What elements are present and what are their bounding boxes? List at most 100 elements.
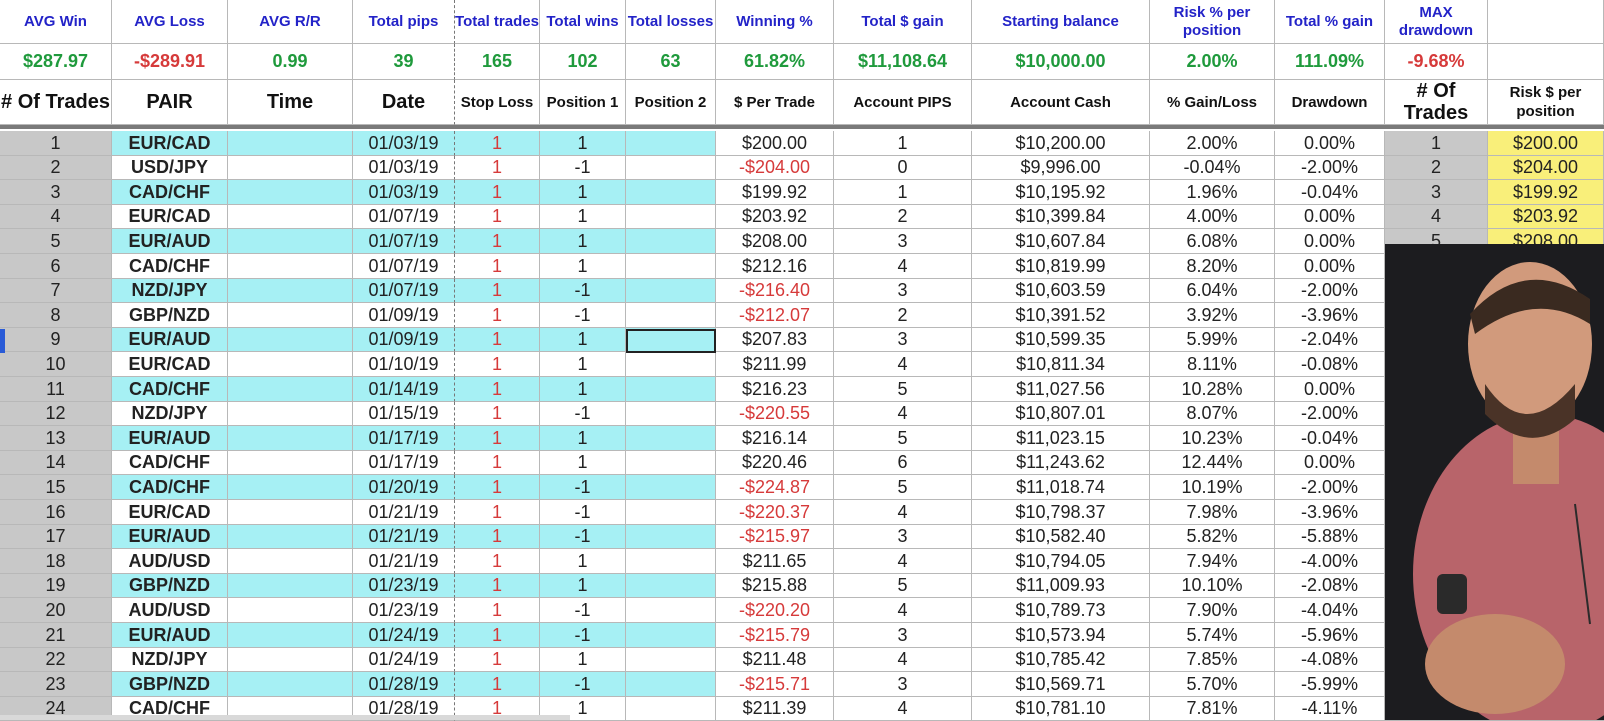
cell-time[interactable] — [228, 500, 353, 525]
cell-dollar-per-trade[interactable]: $207.83 — [716, 328, 834, 352]
column-header-of-trades[interactable]: # Of Trades — [0, 80, 112, 125]
cell-date[interactable]: 01/23/19 — [353, 574, 455, 598]
cell-position-1[interactable]: -1 — [540, 623, 626, 648]
cell-position-1[interactable]: -1 — [540, 672, 626, 697]
cell-stop-loss[interactable]: 1 — [455, 451, 540, 475]
cell-account-cash[interactable]: $9,996.00 — [972, 156, 1150, 180]
cell-account-cash[interactable]: $11,027.56 — [972, 377, 1150, 402]
cell-time[interactable] — [228, 525, 353, 549]
cell-dollar-per-trade[interactable]: $211.99 — [716, 352, 834, 377]
cell-stop-loss[interactable]: 1 — [455, 279, 540, 303]
column-header-drawdown[interactable]: Drawdown — [1275, 80, 1385, 125]
cell-dollar-per-trade[interactable]: -$220.20 — [716, 598, 834, 623]
cell-drawdown[interactable]: 0.00% — [1275, 254, 1385, 279]
cell-trade-number[interactable]: 2 — [0, 156, 112, 180]
cell-date[interactable]: 01/07/19 — [353, 279, 455, 303]
cell-drawdown[interactable]: -4.11% — [1275, 697, 1385, 721]
stat-value-risk-per-position[interactable]: 2.00% — [1150, 44, 1275, 80]
cell-account-pips[interactable]: 4 — [834, 254, 972, 279]
cell-position-1[interactable]: -1 — [540, 156, 626, 180]
column-header-per-trade[interactable]: $ Per Trade — [716, 80, 834, 125]
stat-value-winning[interactable]: 61.82% — [716, 44, 834, 80]
cell-position-2[interactable] — [626, 156, 716, 180]
cell-account-pips[interactable]: 5 — [834, 475, 972, 500]
cell-account-cash[interactable]: $10,195.92 — [972, 180, 1150, 205]
cell-pair[interactable]: CAD/CHF — [112, 180, 228, 205]
cell-date[interactable]: 01/07/19 — [353, 254, 455, 279]
cell-time[interactable] — [228, 451, 353, 475]
cell-date[interactable]: 01/09/19 — [353, 303, 455, 328]
cell-percent-gain-loss[interactable]: 8.20% — [1150, 254, 1275, 279]
cell-stop-loss[interactable]: 1 — [455, 549, 540, 574]
cell-stop-loss[interactable]: 1 — [455, 623, 540, 648]
cell-position-2[interactable] — [626, 377, 716, 402]
cell-pair[interactable]: CAD/CHF — [112, 451, 228, 475]
cell-percent-gain-loss[interactable]: 10.28% — [1150, 377, 1275, 402]
cell-account-pips[interactable]: 5 — [834, 377, 972, 402]
cell-account-cash[interactable]: $10,607.84 — [972, 229, 1150, 254]
cell-position-1[interactable]: 1 — [540, 352, 626, 377]
cell-position-1[interactable]: -1 — [540, 598, 626, 623]
cell-time[interactable] — [228, 549, 353, 574]
cell-position-2[interactable] — [626, 574, 716, 598]
stat-value-total-wins[interactable]: 102 — [540, 44, 626, 80]
cell-account-cash[interactable]: $10,807.01 — [972, 402, 1150, 426]
cell-position-2[interactable] — [626, 500, 716, 525]
cell-trade-number[interactable]: 22 — [0, 648, 112, 672]
cell-trade-number[interactable]: 23 — [0, 672, 112, 697]
cell-account-pips[interactable]: 1 — [834, 180, 972, 205]
column-header-risk-per-position[interactable]: Risk $ per position — [1488, 80, 1604, 125]
cell-pair[interactable]: NZD/JPY — [112, 648, 228, 672]
cell-position-2[interactable] — [626, 549, 716, 574]
cell-pair[interactable]: AUD/USD — [112, 598, 228, 623]
cell-trade-number[interactable]: 13 — [0, 426, 112, 451]
cell-position-2[interactable] — [626, 623, 716, 648]
cell-trade-number[interactable]: 1 — [0, 131, 112, 156]
cell-drawdown[interactable]: -5.96% — [1275, 623, 1385, 648]
cell-trade-number[interactable]: 10 — [0, 352, 112, 377]
cell-account-pips[interactable]: 3 — [834, 672, 972, 697]
cell-pair[interactable]: EUR/CAD — [112, 131, 228, 156]
cell-drawdown[interactable]: -4.08% — [1275, 648, 1385, 672]
cell-stop-loss[interactable]: 1 — [455, 525, 540, 549]
cell-pair[interactable]: GBP/NZD — [112, 303, 228, 328]
cell-time[interactable] — [228, 648, 353, 672]
cell-dollar-per-trade[interactable]: $203.92 — [716, 205, 834, 229]
cell-dollar-per-trade[interactable]: -$220.37 — [716, 500, 834, 525]
cell-position-2[interactable] — [626, 254, 716, 279]
cell-position-2[interactable] — [626, 352, 716, 377]
cell-account-cash[interactable]: $10,794.05 — [972, 549, 1150, 574]
blank-cell[interactable] — [1488, 44, 1604, 80]
column-header-account-cash[interactable]: Account Cash — [972, 80, 1150, 125]
stat-value-max-drawdown[interactable]: -9.68% — [1385, 44, 1488, 80]
cell-account-pips[interactable]: 3 — [834, 525, 972, 549]
cell-time[interactable] — [228, 672, 353, 697]
cell-stop-loss[interactable]: 1 — [455, 648, 540, 672]
cell-position-1[interactable]: 1 — [540, 426, 626, 451]
cell-account-pips[interactable]: 5 — [834, 426, 972, 451]
stat-value-avg-win[interactable]: $287.97 — [0, 44, 112, 80]
cell-trade-number[interactable]: 12 — [0, 402, 112, 426]
cell-stop-loss[interactable]: 1 — [455, 180, 540, 205]
cell-account-pips[interactable]: 5 — [834, 574, 972, 598]
cell-account-cash[interactable]: $10,789.73 — [972, 598, 1150, 623]
cell-percent-gain-loss[interactable]: 1.96% — [1150, 180, 1275, 205]
cell-account-cash[interactable]: $11,243.62 — [972, 451, 1150, 475]
cell-pair[interactable]: EUR/AUD — [112, 623, 228, 648]
cell-date[interactable]: 01/14/19 — [353, 377, 455, 402]
cell-percent-gain-loss[interactable]: -0.04% — [1150, 156, 1275, 180]
cell-drawdown[interactable]: -2.08% — [1275, 574, 1385, 598]
cell-position-1[interactable]: 1 — [540, 549, 626, 574]
cell-drawdown[interactable]: -5.88% — [1275, 525, 1385, 549]
stat-value-total-pips[interactable]: 39 — [353, 44, 455, 80]
cell-date[interactable]: 01/28/19 — [353, 672, 455, 697]
cell-stop-loss[interactable]: 1 — [455, 205, 540, 229]
cell-time[interactable] — [228, 426, 353, 451]
column-header-of-trades-2[interactable]: # Of Trades — [1385, 80, 1488, 125]
cell-drawdown[interactable]: 0.00% — [1275, 131, 1385, 156]
cell-account-pips[interactable]: 2 — [834, 205, 972, 229]
cell-trade-number[interactable]: 15 — [0, 475, 112, 500]
cell-date[interactable]: 01/17/19 — [353, 451, 455, 475]
cell-position-1[interactable]: -1 — [540, 402, 626, 426]
cell-time[interactable] — [228, 598, 353, 623]
